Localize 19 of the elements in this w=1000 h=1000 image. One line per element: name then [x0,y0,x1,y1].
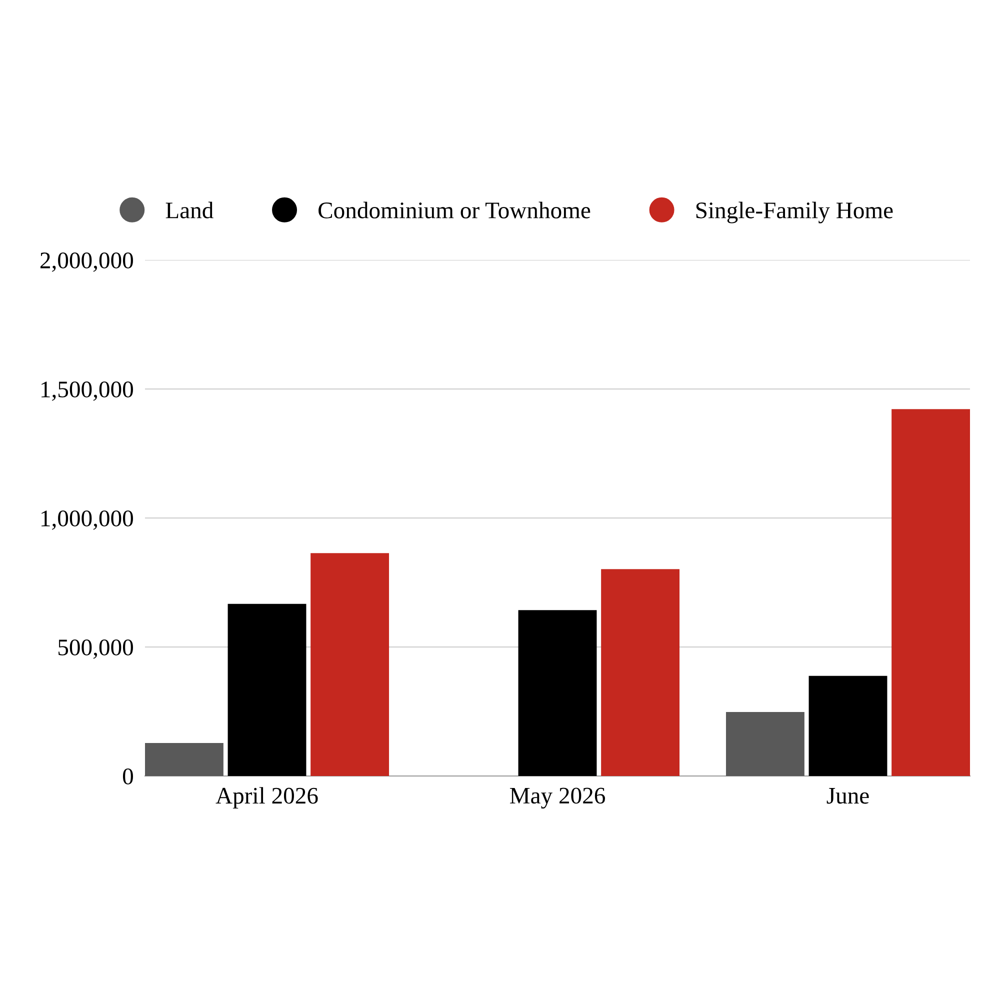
legend-label: Single-Family Home [696,202,893,224]
bar [228,604,306,776]
bar [726,712,804,776]
bar [145,742,224,776]
x-tick-label: April 2026 [216,787,318,809]
bar [310,553,390,776]
x-tick-label: May 2026 [510,788,605,809]
bar [518,610,597,776]
legend-label: Land [166,202,214,218]
legend-label: Condominium or Townhome [318,202,590,218]
bar [808,676,888,776]
y-tick-label: 1,500,000 [42,381,133,401]
y-tick-label: 500,000 [58,639,133,659]
x-tick-label: June [826,788,869,804]
bar [892,409,970,776]
y-tick-label: 0 [122,768,133,784]
bar [601,569,680,776]
y-tick-label: 1,000,000 [42,510,133,530]
y-tick-label: 2,000,000 [40,252,133,272]
